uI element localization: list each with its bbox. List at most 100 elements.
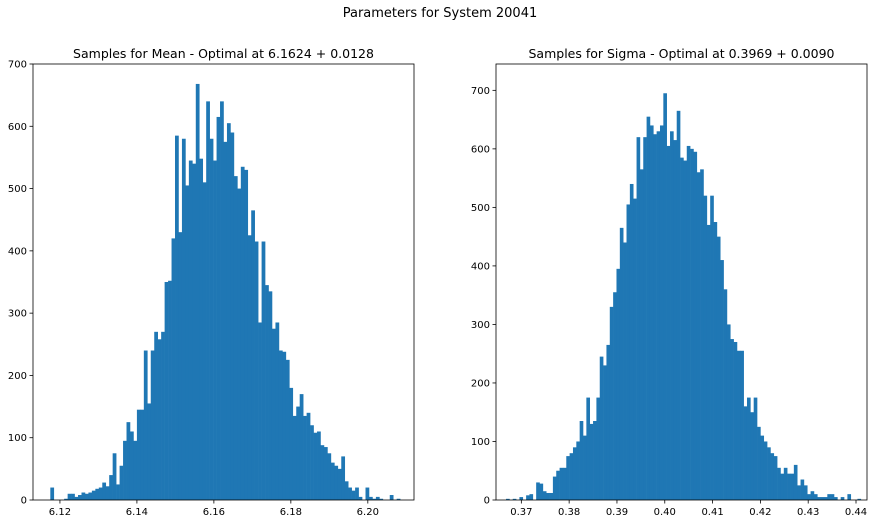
histogram-bar bbox=[559, 467, 564, 500]
histogram-bar bbox=[171, 238, 176, 500]
histogram-bar bbox=[633, 198, 637, 500]
histogram-bar bbox=[723, 289, 728, 500]
histogram-bar bbox=[666, 145, 671, 500]
histogram-bar bbox=[334, 465, 339, 500]
histogram-bar bbox=[619, 227, 624, 500]
histogram-bar bbox=[237, 188, 242, 501]
histogram-bar bbox=[793, 464, 798, 500]
y-tick-label: 500 bbox=[471, 203, 490, 214]
histogram-bar bbox=[529, 494, 534, 500]
y-tick-label: 400 bbox=[8, 246, 27, 257]
figure-title: Parameters for System 20041 bbox=[342, 6, 538, 21]
y-tick-label: 100 bbox=[8, 433, 27, 444]
histogram-bar bbox=[546, 492, 550, 500]
histogram-bar bbox=[576, 441, 580, 500]
histogram-bar bbox=[348, 487, 352, 500]
histogram-bar bbox=[185, 185, 190, 500]
histogram-bar bbox=[813, 494, 818, 500]
histogram-bar bbox=[116, 484, 120, 500]
histogram-bar bbox=[233, 176, 238, 500]
histogram-bar bbox=[609, 306, 614, 500]
histogram-bar bbox=[579, 420, 584, 500]
y-tick-label: 700 bbox=[471, 86, 490, 97]
histogram-bar bbox=[840, 497, 845, 500]
histogram-bar bbox=[317, 431, 321, 500]
axes-frame bbox=[495, 63, 868, 501]
histogram-bar bbox=[368, 496, 373, 500]
histogram-bar bbox=[323, 447, 328, 500]
histogram-bar bbox=[365, 487, 370, 500]
histogram-bar bbox=[268, 291, 273, 500]
histogram-bar bbox=[790, 473, 795, 500]
histogram-bar bbox=[566, 456, 570, 500]
histogram-bar bbox=[636, 137, 641, 500]
histogram-bar bbox=[240, 166, 245, 500]
histogram-bar bbox=[736, 350, 741, 500]
histogram-bar bbox=[823, 497, 828, 500]
histogram-bar bbox=[857, 498, 862, 500]
histogram-bar bbox=[355, 487, 359, 500]
histogram-bar bbox=[690, 148, 694, 500]
histogram-bar bbox=[133, 440, 138, 500]
histogram-bar bbox=[143, 350, 148, 500]
histogram-bar bbox=[202, 182, 207, 501]
histogram-bar bbox=[181, 138, 186, 500]
histogram-bar bbox=[834, 497, 838, 500]
histogram-bar bbox=[733, 341, 738, 500]
histogram-bar bbox=[140, 409, 145, 500]
histogram-bar bbox=[341, 456, 346, 500]
histogram-bar bbox=[810, 491, 815, 500]
histogram-bar bbox=[195, 83, 200, 500]
histogram-bar bbox=[91, 490, 96, 500]
histogram-bar bbox=[730, 339, 734, 500]
y-tick-label: 200 bbox=[8, 371, 27, 382]
histogram-sigma: 0.37 0.38 0.39 0.40 0.41 0.42 0.43 0.44 0 100 200 3… bbox=[471, 46, 868, 518]
histogram-bar bbox=[526, 495, 530, 500]
x-tick-label: 6.12 bbox=[49, 507, 71, 518]
histogram-bar bbox=[626, 204, 631, 501]
histogram-bar bbox=[773, 456, 778, 500]
histogram-bar bbox=[81, 492, 86, 500]
histogram-bar bbox=[556, 470, 560, 500]
histogram-bar bbox=[713, 222, 718, 500]
histogram-bar bbox=[247, 235, 252, 501]
histogram-bar bbox=[670, 131, 674, 501]
histogram-bar bbox=[827, 494, 831, 500]
histogram-bar bbox=[750, 412, 754, 500]
histogram-bar bbox=[639, 169, 644, 500]
histogram-bar bbox=[716, 236, 721, 501]
y-tick-label: 600 bbox=[8, 122, 27, 133]
histogram-bar bbox=[797, 485, 801, 500]
histogram-bar bbox=[593, 420, 597, 500]
histogram-bar bbox=[285, 359, 290, 500]
histogram-bar bbox=[680, 157, 684, 501]
histogram-bar bbox=[562, 467, 567, 500]
histogram-bar bbox=[150, 350, 155, 500]
histogram-bar bbox=[119, 465, 124, 500]
histogram-bar bbox=[757, 426, 761, 500]
y-tick-label: 600 bbox=[471, 144, 490, 155]
histogram-bar bbox=[696, 172, 701, 500]
histogram-bar bbox=[351, 490, 356, 500]
histogram-bar bbox=[88, 492, 93, 500]
x-tick-label: 0.44 bbox=[845, 507, 867, 518]
histogram-bar bbox=[629, 183, 634, 501]
histogram-bar bbox=[296, 406, 300, 500]
histogram-bar bbox=[147, 403, 152, 500]
x-tick-label: 0.38 bbox=[558, 507, 580, 518]
axes-frame bbox=[32, 63, 415, 501]
histogram-bar bbox=[282, 351, 287, 500]
histogram-bar bbox=[817, 497, 821, 500]
histogram-bar bbox=[344, 481, 349, 500]
histogram-bar bbox=[613, 292, 617, 500]
histogram-bar bbox=[569, 453, 574, 500]
histogram-bar bbox=[98, 487, 103, 500]
histogram-bar bbox=[175, 135, 179, 500]
histogram-bar bbox=[74, 496, 79, 500]
histogram-bar bbox=[653, 134, 657, 500]
histogram-bar bbox=[206, 101, 210, 500]
histogram-bar bbox=[358, 496, 363, 500]
histogram-bar bbox=[599, 356, 604, 500]
histogram-bar bbox=[126, 422, 131, 500]
histogram-bar bbox=[337, 468, 342, 500]
